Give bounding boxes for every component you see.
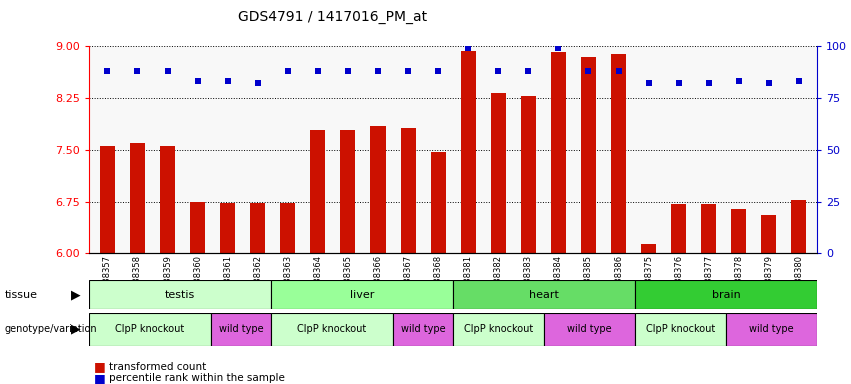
Text: wild type: wild type xyxy=(749,324,794,334)
Text: tissue: tissue xyxy=(4,290,37,300)
Bar xyxy=(460,51,476,253)
Text: ▶: ▶ xyxy=(71,288,81,301)
Bar xyxy=(340,131,356,253)
Bar xyxy=(635,313,726,346)
Text: testis: testis xyxy=(165,290,196,300)
Bar xyxy=(731,209,746,253)
Bar xyxy=(190,202,205,253)
Bar xyxy=(160,146,175,253)
Text: ClpP knockout: ClpP knockout xyxy=(646,324,715,334)
Text: brain: brain xyxy=(711,290,740,300)
Bar xyxy=(581,57,596,253)
Text: wild type: wild type xyxy=(219,324,263,334)
Text: ClpP knockout: ClpP knockout xyxy=(464,324,534,334)
Text: transformed count: transformed count xyxy=(109,362,206,372)
Bar xyxy=(491,93,505,253)
Bar xyxy=(544,313,635,346)
Bar xyxy=(551,51,566,253)
Text: wild type: wild type xyxy=(568,324,612,334)
Text: wild type: wild type xyxy=(401,324,445,334)
Text: ■: ■ xyxy=(94,360,106,373)
Text: heart: heart xyxy=(529,290,559,300)
Bar xyxy=(280,203,295,253)
Bar xyxy=(701,204,717,253)
Text: ■: ■ xyxy=(94,372,106,384)
Bar xyxy=(100,146,115,253)
Bar xyxy=(726,313,817,346)
Bar xyxy=(521,96,536,253)
Bar xyxy=(250,203,266,253)
Bar xyxy=(791,200,807,253)
Bar xyxy=(635,280,817,309)
Bar xyxy=(392,313,453,346)
Bar xyxy=(453,280,635,309)
Bar xyxy=(611,55,626,253)
Bar xyxy=(271,313,392,346)
Text: percentile rank within the sample: percentile rank within the sample xyxy=(109,373,285,383)
Bar xyxy=(401,127,415,253)
Text: ClpP knockout: ClpP knockout xyxy=(116,324,185,334)
Bar xyxy=(271,280,453,309)
Bar xyxy=(453,313,544,346)
Bar xyxy=(641,245,656,253)
Text: genotype/variation: genotype/variation xyxy=(4,324,97,334)
Bar xyxy=(762,215,776,253)
Bar xyxy=(311,131,325,253)
Bar xyxy=(130,143,145,253)
Bar xyxy=(370,126,386,253)
Text: GDS4791 / 1417016_PM_at: GDS4791 / 1417016_PM_at xyxy=(238,10,427,23)
Bar xyxy=(210,313,271,346)
Bar xyxy=(431,152,446,253)
Bar xyxy=(89,280,271,309)
Bar xyxy=(671,204,686,253)
Text: liver: liver xyxy=(350,290,374,300)
Text: ▶: ▶ xyxy=(71,323,81,336)
Bar xyxy=(89,313,210,346)
Text: ClpP knockout: ClpP knockout xyxy=(297,324,367,334)
Bar xyxy=(220,203,235,253)
